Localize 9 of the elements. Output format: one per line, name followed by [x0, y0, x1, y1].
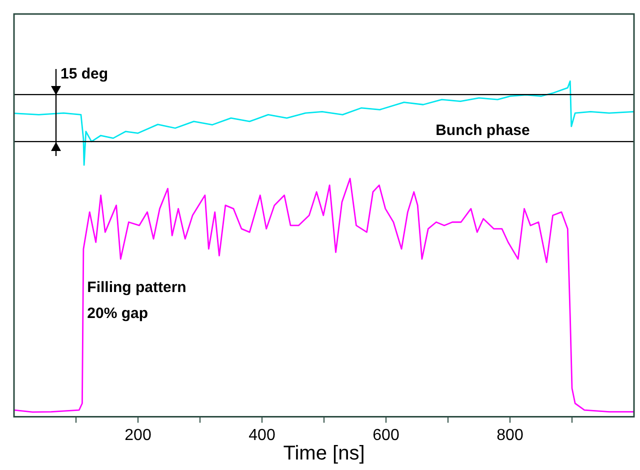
x-tick-label: 200 — [124, 426, 152, 444]
annotation: 20% gap — [87, 305, 148, 322]
x-tick-label: 800 — [496, 426, 524, 444]
x-axis-title: Time [ns] — [283, 442, 365, 465]
annotation: Filling pattern — [87, 279, 186, 296]
x-tick-label: 400 — [248, 426, 276, 444]
annotation: Bunch phase — [436, 122, 530, 139]
x-tick-label: 600 — [372, 426, 400, 444]
annotation: 15 deg — [60, 66, 108, 83]
